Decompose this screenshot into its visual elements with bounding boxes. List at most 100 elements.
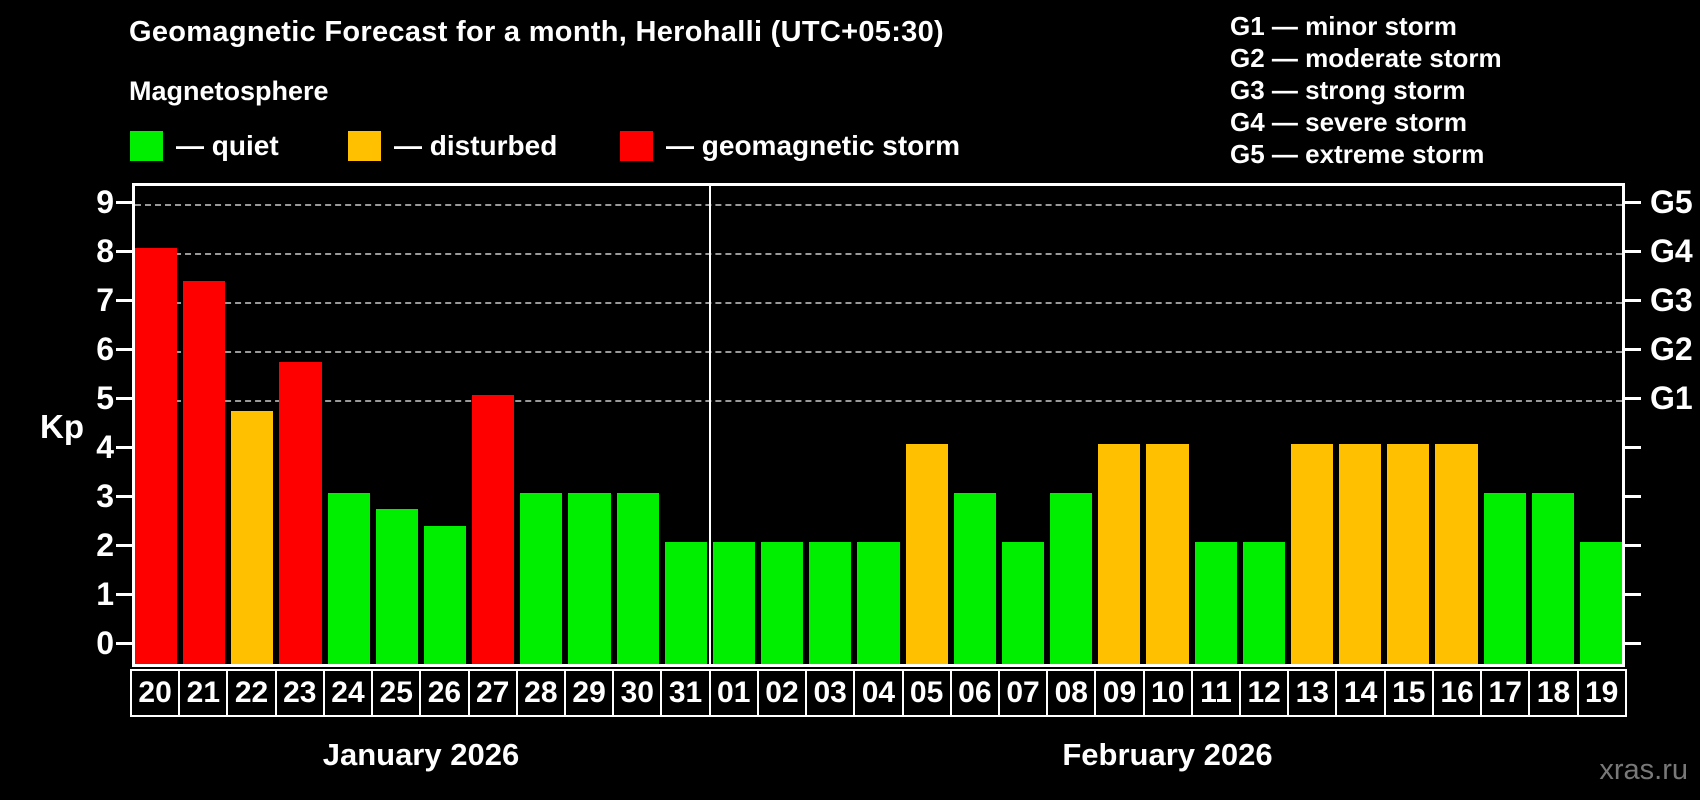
kp-bar-28 — [520, 493, 563, 664]
kp-tick-right — [1625, 544, 1641, 547]
kp-tick-left — [116, 201, 132, 204]
magnetosphere-label: Magnetosphere — [129, 76, 329, 106]
day-label: 10 — [1142, 669, 1193, 717]
kp-bar-03 — [809, 542, 852, 664]
kp-tick-label: 5 — [96, 380, 114, 416]
legend-disturbed-label: — disturbed — [394, 130, 558, 161]
kp-bar-10 — [1146, 444, 1189, 664]
plot-area — [132, 183, 1625, 667]
day-label: 25 — [371, 669, 422, 717]
day-label: 22 — [226, 669, 277, 717]
day-label: 06 — [949, 669, 1000, 717]
day-label: 26 — [419, 669, 470, 717]
kp-bar-16 — [1435, 444, 1478, 664]
day-label: 13 — [1287, 669, 1338, 717]
g-legend-line: G5 — extreme storm — [1230, 139, 1485, 169]
kp-axis-label: Kp — [40, 408, 84, 445]
kp-bar-11 — [1194, 542, 1237, 664]
day-axis: 20 21 22 23 24 25 26 27 28 29 30 31 01 02 03 04 05 06 07 08… — [130, 669, 1627, 717]
g-legend-line: G4 — severe storm — [1230, 107, 1468, 137]
kp-tick-left — [116, 397, 132, 400]
disturbed-color-swatch — [348, 131, 381, 161]
kp-tick-label: 8 — [96, 233, 114, 269]
kp-tick-right — [1625, 446, 1641, 449]
kp-bar-25 — [375, 509, 418, 664]
day-label: 30 — [612, 669, 663, 717]
month-label: January 2026 — [322, 737, 520, 772]
kp-tick-label: 9 — [96, 184, 114, 220]
kp-bar-09 — [1098, 444, 1141, 664]
gridline-kp8 — [135, 253, 1622, 255]
kp-tick-right — [1625, 250, 1641, 253]
kp-bar-30 — [616, 493, 659, 664]
day-label: 05 — [901, 669, 952, 717]
g-legend-line: G1 — minor storm — [1230, 11, 1457, 41]
day-label: 17 — [1480, 669, 1531, 717]
kp-bar-19 — [1579, 542, 1622, 664]
g-axis-label-G3: G3 — [1650, 282, 1693, 318]
kp-bar-12 — [1242, 542, 1285, 664]
kp-bar-06 — [953, 493, 996, 664]
day-label: 28 — [515, 669, 566, 717]
kp-tick-label: 2 — [96, 527, 114, 563]
g-axis-label-G4: G4 — [1650, 233, 1693, 269]
day-label: 19 — [1576, 669, 1627, 717]
month-separator — [708, 186, 711, 664]
legend-item-disturbed: — disturbed — [348, 129, 557, 163]
day-label: 02 — [756, 669, 808, 717]
chart-title: Geomagnetic Forecast for a month, Heroha… — [129, 16, 944, 48]
kp-bar-01 — [712, 542, 756, 664]
day-label: 24 — [322, 669, 374, 717]
gridline-kp5 — [135, 400, 1622, 402]
legend-item-quiet: — quiet — [130, 129, 279, 163]
kp-bar-05 — [905, 444, 948, 664]
kp-bar-04 — [857, 542, 900, 664]
gridline-kp7 — [135, 302, 1622, 304]
day-label: 01 — [708, 669, 759, 717]
g-axis-label-G2: G2 — [1650, 331, 1693, 367]
kp-tick-label: 6 — [96, 331, 114, 367]
kp-bar-18 — [1531, 493, 1574, 664]
kp-tick-left — [116, 642, 132, 645]
kp-tick-label: 0 — [96, 625, 114, 661]
kp-tick-label: 3 — [96, 478, 114, 514]
gridline-kp9 — [135, 204, 1622, 206]
day-label: 21 — [178, 669, 229, 717]
kp-tick-left — [116, 446, 132, 449]
kp-tick-right — [1625, 642, 1641, 645]
kp-bar-23 — [279, 362, 322, 664]
kp-tick-left — [116, 250, 132, 253]
kp-tick-left — [116, 495, 132, 498]
quiet-color-swatch — [130, 131, 163, 161]
kp-bar-13 — [1290, 444, 1334, 664]
kp-tick-label: 7 — [96, 282, 114, 318]
kp-tick-right — [1625, 593, 1641, 596]
day-label: 27 — [467, 669, 518, 717]
legend-quiet-label: — quiet — [176, 130, 279, 161]
g-axis-label-G1: G1 — [1650, 380, 1693, 416]
day-label: 08 — [1046, 669, 1097, 717]
month-label: February 2026 — [1062, 737, 1273, 772]
day-label: 23 — [274, 669, 325, 717]
kp-bar-31 — [664, 542, 707, 664]
kp-bar-24 — [327, 493, 370, 664]
g-legend-line: G3 — strong storm — [1230, 75, 1466, 105]
day-label: 14 — [1335, 669, 1386, 717]
kp-bar-15 — [1387, 444, 1430, 664]
day-label: 31 — [660, 669, 711, 717]
kp-tick-right — [1625, 348, 1641, 351]
kp-bar-26 — [423, 525, 467, 664]
kp-bar-14 — [1339, 444, 1382, 664]
kp-bar-17 — [1483, 493, 1526, 664]
day-label: 03 — [805, 669, 856, 717]
kp-bar-29 — [568, 493, 611, 664]
day-label: 18 — [1528, 669, 1579, 717]
day-label: 07 — [997, 669, 1049, 717]
kp-tick-left — [116, 544, 132, 547]
kp-tick-left — [116, 299, 132, 302]
day-label: 09 — [1094, 669, 1145, 717]
kp-bar-22 — [231, 411, 274, 664]
kp-bar-27 — [472, 395, 515, 664]
kp-tick-right — [1625, 201, 1641, 204]
